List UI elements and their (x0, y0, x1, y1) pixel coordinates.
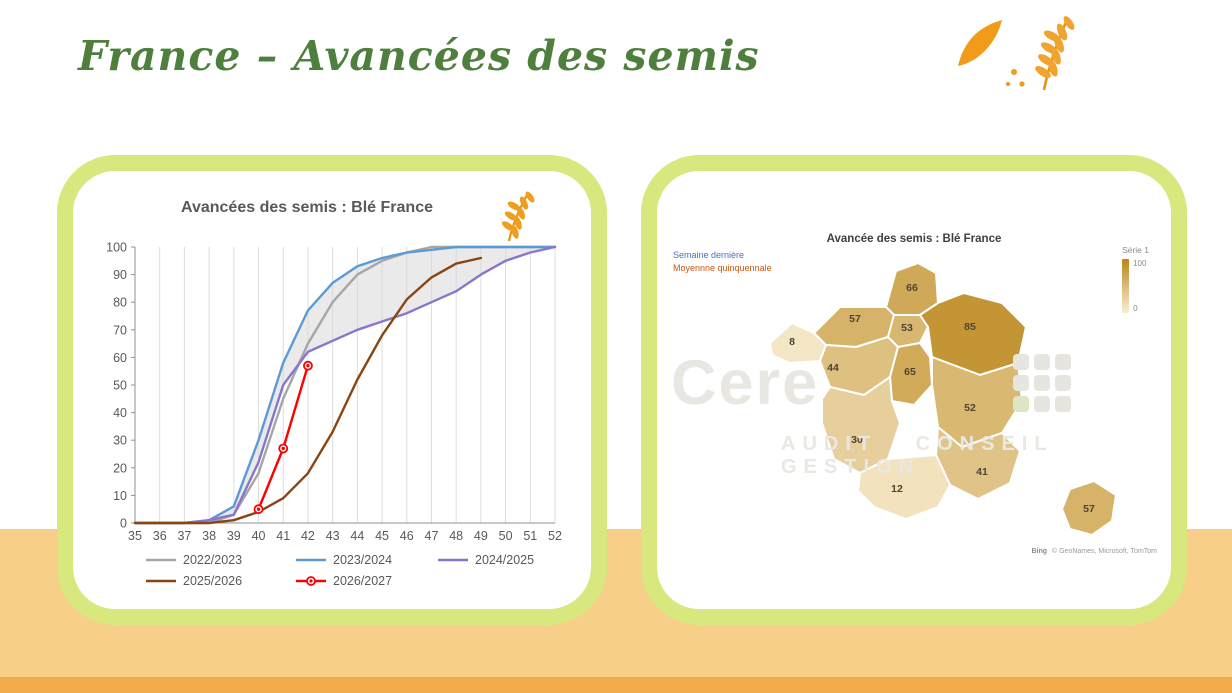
svg-text:36: 36 (153, 529, 167, 543)
svg-text:20: 20 (113, 461, 127, 475)
chart-legend: 2022/2023 2023/2024 2024/2025 2025/2026 (145, 549, 534, 591)
map-region: 12 (857, 454, 951, 520)
legend-item: 2022/2023 (145, 553, 295, 567)
svg-text:47: 47 (425, 529, 439, 543)
svg-text:0: 0 (120, 517, 127, 531)
color-scale-legend: Série 1 100 0 (1122, 245, 1149, 313)
svg-text:51: 51 (523, 529, 537, 543)
legend-label: 2023/2024 (333, 552, 393, 567)
svg-text:52: 52 (548, 529, 562, 543)
chart-panel: Avancées des semis : Blé France 35 36 37 38… (57, 155, 607, 625)
attribution-text: © GeoNames, Microsoft, TomTom (1052, 548, 1157, 555)
bing-logo: Bing (1031, 548, 1047, 555)
map-legend: Semaine dernière Moyennne quinquennale (673, 249, 772, 275)
svg-text:30: 30 (851, 434, 863, 446)
legend-swatch-line (146, 558, 176, 561)
legend-swatch-line-marker (296, 575, 326, 586)
legend-label: 2026/2027 (333, 573, 393, 588)
map-panel: Avancée des semis : Blé France Semaine d… (641, 155, 1187, 625)
map-region: 65 (889, 342, 933, 406)
svg-text:57: 57 (849, 313, 861, 325)
legend-label: 2022/2023 (183, 552, 243, 567)
legend-swatch-line (438, 558, 468, 561)
svg-text:40: 40 (252, 529, 266, 543)
color-scale-max: 100 (1133, 259, 1147, 268)
legend-item: 2025/2026 (145, 574, 295, 588)
map-region: 85 (919, 292, 1027, 376)
svg-text:35: 35 (128, 529, 142, 543)
svg-text:40: 40 (113, 406, 127, 420)
svg-text:30: 30 (113, 434, 127, 448)
svg-text:43: 43 (326, 529, 340, 543)
leaf-icon (958, 20, 1002, 66)
legend-swatch-line (296, 558, 326, 561)
chart-title: Avancées des semis : Blé France (181, 199, 433, 216)
svg-text:8: 8 (789, 336, 795, 348)
legend-item: 2026/2027 (295, 574, 437, 588)
sowing-progress-line-chart: 35 36 37 38 39 40 41 42 43 44 45 46 47 48 49 50 51 52 0 10 2… (106, 241, 562, 544)
svg-text:39: 39 (227, 529, 241, 543)
svg-text:38: 38 (202, 529, 216, 543)
map-region: 57 (1061, 480, 1117, 536)
svg-text:100: 100 (106, 241, 127, 255)
svg-text:57: 57 (1083, 503, 1095, 515)
svg-text:41: 41 (276, 529, 290, 543)
svg-text:66: 66 (906, 282, 918, 294)
svg-text:48: 48 (449, 529, 463, 543)
map-title: Avancée des semis : Blé France (826, 233, 1002, 245)
bottom-strip (0, 677, 1232, 693)
wheat-ear-icon (1035, 16, 1075, 91)
svg-text:46: 46 (400, 529, 414, 543)
svg-text:10: 10 (113, 489, 127, 503)
legend-label: 2025/2026 (183, 573, 243, 588)
map-attribution: Bing © GeoNames, Microsoft, TomTom (1031, 548, 1157, 555)
svg-text:41: 41 (976, 466, 988, 478)
legend-label: 2024/2025 (475, 552, 535, 567)
svg-text:53: 53 (901, 322, 913, 334)
legend-item: 2024/2025 (437, 553, 534, 567)
france-choropleth-map: 66 57 53 85 8 44 65 52 (770, 263, 1117, 536)
color-scale-min: 0 (1133, 304, 1138, 313)
svg-text:50: 50 (113, 379, 127, 393)
map-legend-five-year-average: Moyennne quinquennale (673, 263, 772, 273)
scatter-dots-icon (1005, 69, 1025, 87)
svg-text:80: 80 (113, 296, 127, 310)
svg-text:60: 60 (113, 351, 127, 365)
color-scale-bar (1122, 259, 1130, 313)
svg-text:70: 70 (113, 323, 127, 337)
wheat-decoration (958, 16, 1075, 91)
svg-text:52: 52 (964, 402, 976, 414)
legend-swatch-line (146, 579, 176, 582)
svg-text:44: 44 (827, 362, 839, 374)
wheat-ear-icon (501, 191, 535, 242)
svg-text:45: 45 (375, 529, 389, 543)
svg-text:85: 85 (964, 321, 976, 333)
color-scale-label: Série 1 (1122, 245, 1149, 255)
svg-text:42: 42 (301, 529, 315, 543)
svg-text:49: 49 (474, 529, 488, 543)
svg-text:44: 44 (350, 529, 364, 543)
svg-text:37: 37 (177, 529, 191, 543)
svg-text:12: 12 (891, 483, 903, 495)
svg-text:90: 90 (113, 268, 127, 282)
legend-item: 2023/2024 (295, 553, 437, 567)
svg-text:50: 50 (499, 529, 513, 543)
svg-text:65: 65 (904, 366, 916, 378)
map-legend-last-week: Semaine dernière (673, 250, 745, 260)
page-title: France – Avancées des semis (78, 32, 760, 80)
